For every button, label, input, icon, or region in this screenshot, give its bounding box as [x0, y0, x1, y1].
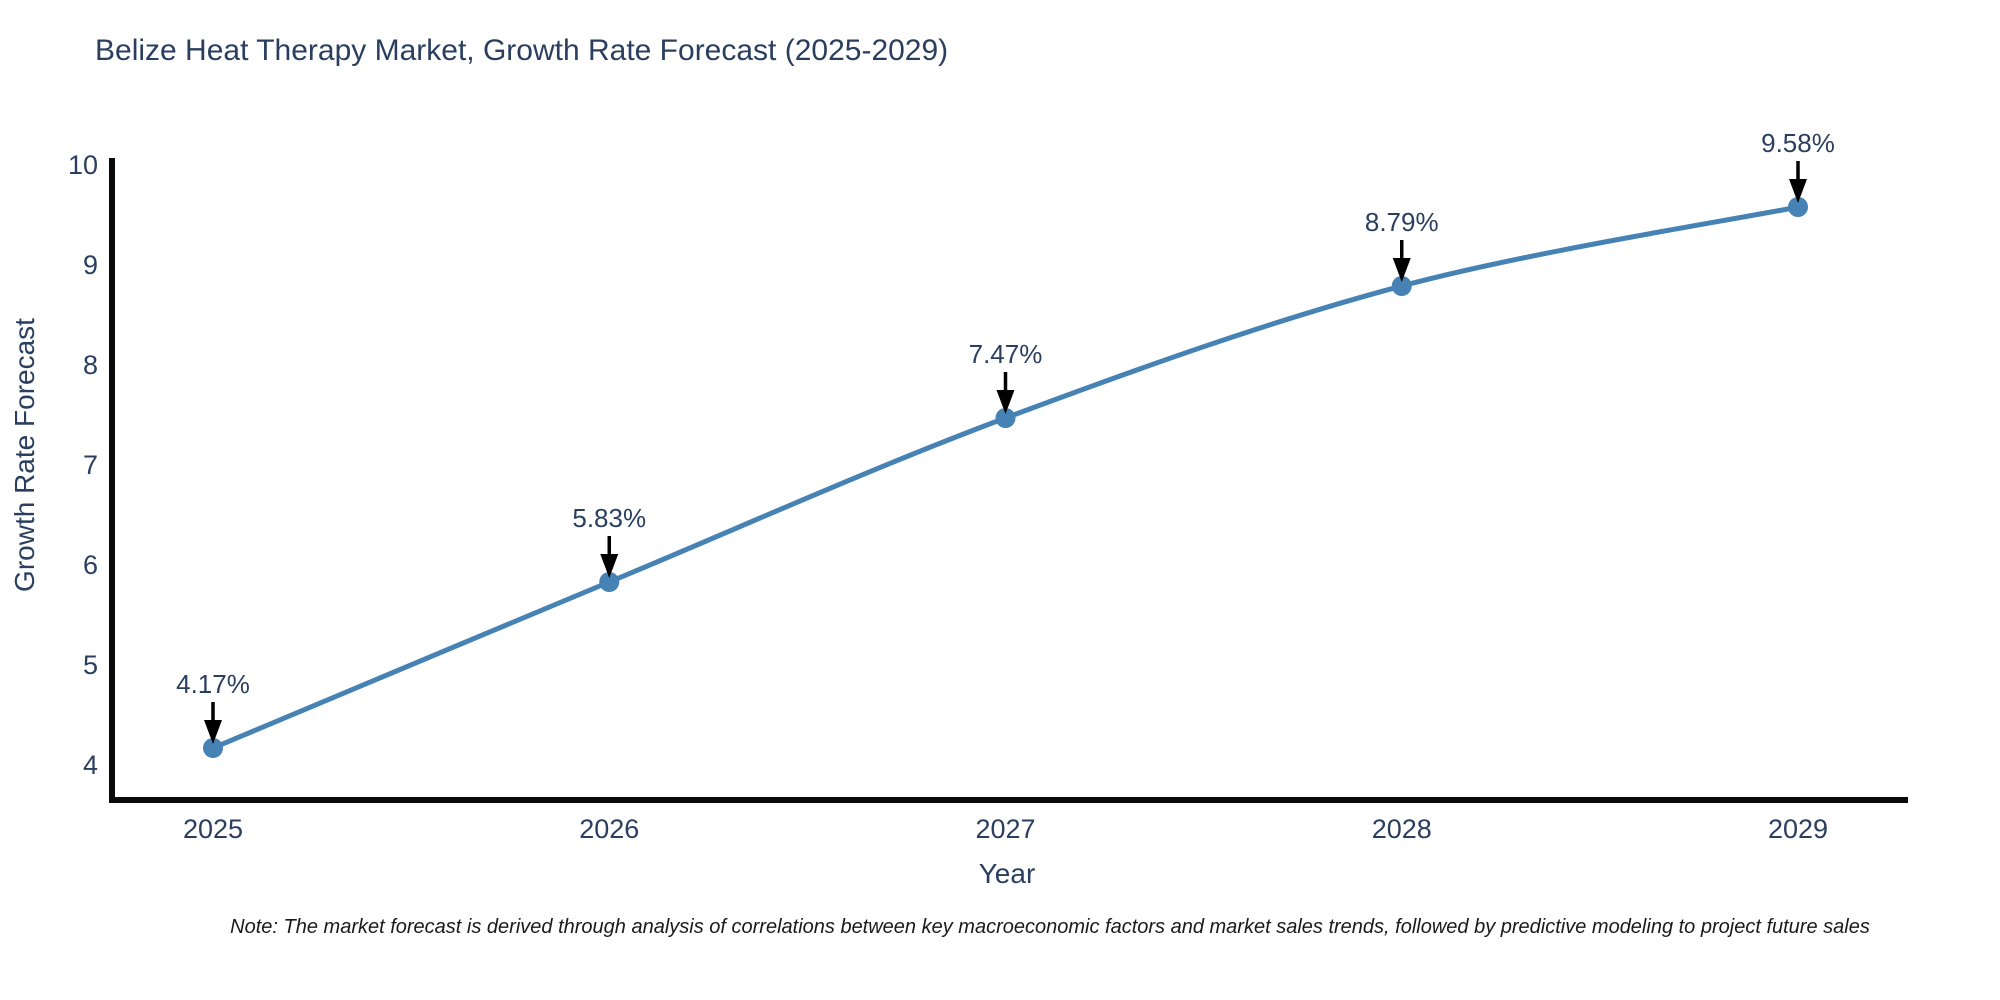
data-point-marker[interactable] [203, 738, 223, 758]
y-tick-label: 4 [83, 750, 98, 780]
point-annotation-label: 8.79% [1365, 207, 1439, 237]
point-annotation-label: 9.58% [1761, 128, 1835, 158]
data-point-marker[interactable] [599, 572, 620, 592]
y-axis-title: Growth Rate Forecast [9, 318, 40, 592]
x-tick-label: 2028 [1372, 814, 1432, 844]
point-annotation-label: 5.83% [572, 503, 646, 533]
footnote: Note: The market forecast is derived thr… [230, 916, 1870, 938]
data-point-marker[interactable] [1391, 276, 1412, 296]
annotation-arrow-head [1392, 258, 1411, 282]
data-point-marker[interactable] [1788, 197, 1808, 217]
data-point-marker[interactable] [995, 408, 1016, 428]
x-tick-label: 2025 [183, 814, 243, 844]
x-axis-title: Year [979, 858, 1036, 889]
y-tick-label: 9 [83, 250, 98, 280]
annotation-arrow-head [600, 554, 619, 578]
annotation-arrow-head [204, 720, 222, 744]
y-tick-label: 8 [83, 350, 98, 380]
chart-title: Belize Heat Therapy Market, Growth Rate … [95, 34, 949, 67]
y-tick-label: 5 [83, 650, 98, 680]
y-tick-label: 6 [83, 550, 98, 580]
y-tick-label: 7 [83, 450, 98, 480]
annotation-arrow-head [1789, 179, 1807, 203]
y-tick-label: 10 [68, 150, 98, 180]
point-annotation-label: 7.47% [969, 339, 1043, 369]
annotation-arrow-head [996, 390, 1015, 414]
x-tick-label: 2026 [579, 814, 639, 844]
point-annotation-label: 4.17% [176, 669, 250, 699]
x-tick-label: 2027 [975, 814, 1035, 844]
trend-line [210, 204, 1801, 751]
x-tick-label: 2029 [1768, 814, 1828, 844]
